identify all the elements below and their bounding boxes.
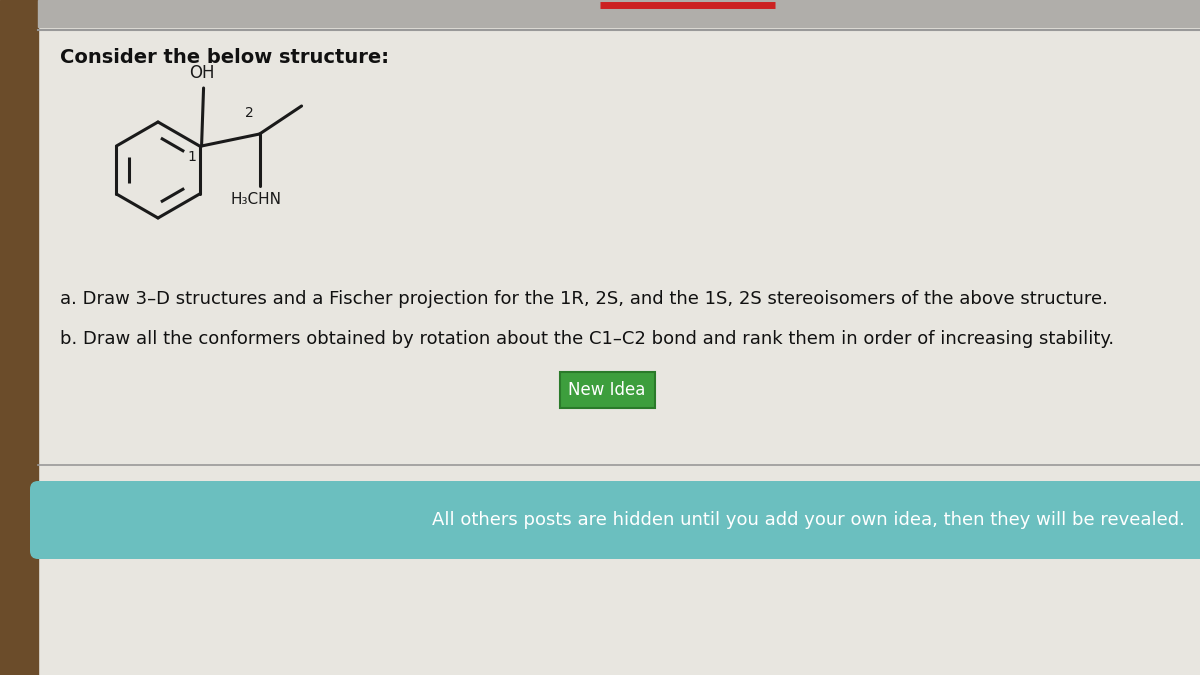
Text: New Idea: New Idea <box>569 381 646 399</box>
Text: OH: OH <box>188 64 215 82</box>
FancyBboxPatch shape <box>30 481 1200 559</box>
Bar <box>0 0 38 675</box>
Text: b. Draw all the conformers obtained by rotation about the C1–C2 bond and rank th: b. Draw all the conformers obtained by r… <box>60 330 1114 348</box>
Bar <box>38 0 1200 27</box>
Text: 2: 2 <box>245 106 254 120</box>
Text: All others posts are hidden until you add your own idea, then they will be revea: All others posts are hidden until you ad… <box>432 511 1186 529</box>
Text: 1: 1 <box>187 150 197 164</box>
Text: a. Draw 3–D structures and a Fischer projection for the 1R, 2S, and the 1S, 2S s: a. Draw 3–D structures and a Fischer pro… <box>60 290 1108 308</box>
FancyBboxPatch shape <box>559 372 654 408</box>
Text: H₃CHN: H₃CHN <box>230 192 281 207</box>
Text: Consider the below structure:: Consider the below structure: <box>60 48 389 67</box>
